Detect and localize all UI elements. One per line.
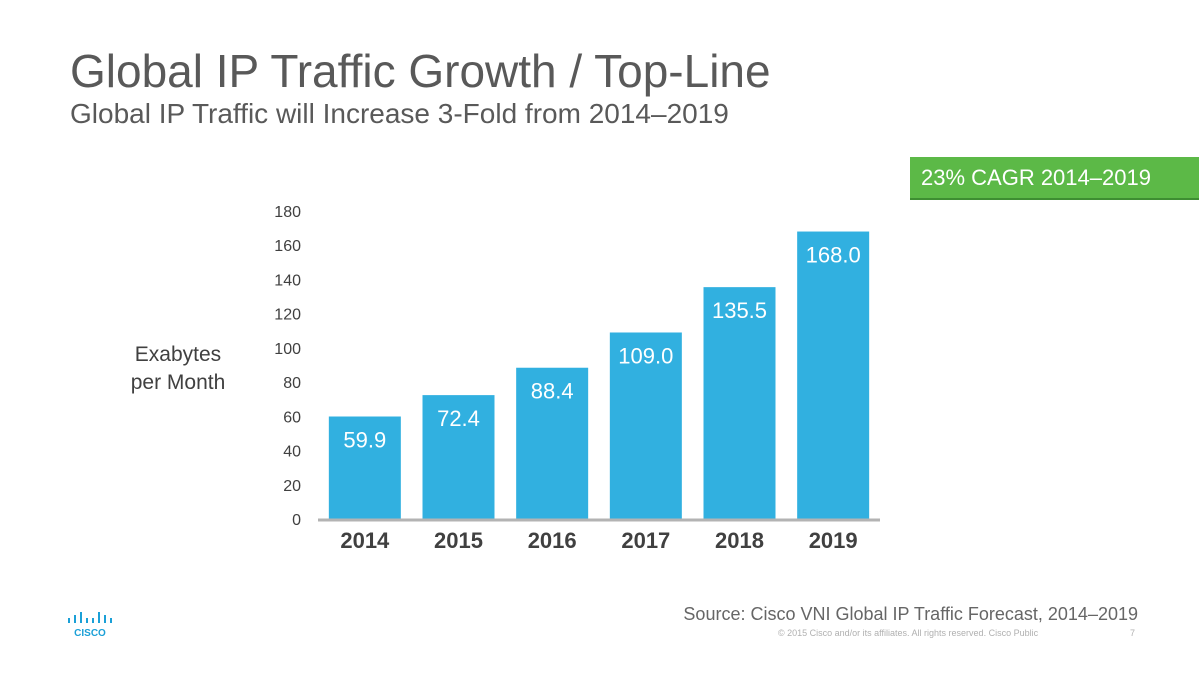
cagr-badge: 23% CAGR 2014–2019: [910, 157, 1199, 200]
x-category-label: 2014: [340, 528, 390, 553]
x-category-label: 2015: [434, 528, 483, 553]
y-tick-label: 120: [274, 307, 301, 324]
slide-subtitle: Global IP Traffic will Increase 3-Fold f…: [70, 98, 729, 129]
y-tick-label: 100: [274, 341, 301, 358]
bar-2014: [328, 416, 401, 519]
y-tick-label: 180: [274, 204, 301, 221]
y-axis-label-line-1: Exabytes: [134, 343, 222, 366]
slide-title: Global IP Traffic Growth / Top-Line: [70, 45, 771, 97]
bar-2015: [422, 395, 495, 519]
copyright-text: © 2015 Cisco and/or its affiliates. All …: [778, 628, 1039, 638]
x-category-label: 2018: [715, 528, 764, 553]
cisco-logo-icon: CISCO: [68, 612, 112, 639]
source-note: Source: Cisco VNI Global IP Traffic Fore…: [683, 604, 1138, 624]
y-axis-label-line-2: per Month: [130, 371, 226, 394]
y-tick-label: 20: [283, 478, 301, 495]
logo-text: CISCO: [74, 628, 106, 639]
bar-2018: [703, 287, 776, 519]
bar-value-label: 72.4: [437, 406, 480, 431]
page-number: 7: [1130, 628, 1136, 638]
bar-value-label: 135.5: [712, 298, 767, 323]
y-axis-label: Exabytes per Month: [112, 341, 244, 397]
y-tick-label: 40: [283, 444, 301, 461]
x-category-label: 2017: [621, 528, 670, 553]
y-tick-label: 0: [292, 512, 301, 529]
bar-2017: [609, 332, 682, 519]
y-tick-label: 140: [274, 272, 301, 289]
bar-2019: [797, 231, 870, 520]
bar-value-label: 88.4: [531, 379, 574, 404]
x-category-label: 2019: [809, 528, 858, 553]
bar-value-label: 168.0: [806, 243, 861, 268]
y-tick-label: 60: [283, 409, 301, 426]
y-tick-label: 80: [283, 375, 301, 392]
x-category-label: 2016: [528, 528, 577, 553]
y-tick-label: 160: [274, 238, 301, 255]
bar-value-label: 109.0: [618, 343, 673, 368]
bar-value-label: 59.9: [343, 428, 386, 453]
bar-2016: [516, 367, 589, 519]
